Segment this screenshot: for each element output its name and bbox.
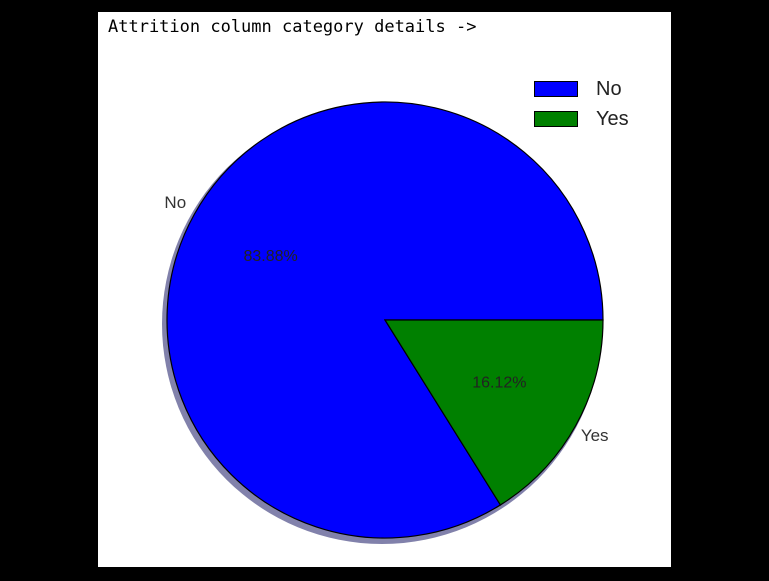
legend-label-no: No bbox=[596, 77, 622, 100]
slice-label-yes: Yes bbox=[581, 426, 609, 445]
slice-percent-yes: 16.12% bbox=[472, 375, 526, 392]
chart-figure: Attrition column category details -> No 8… bbox=[98, 12, 671, 567]
pie-labels: No 83.88% Yes 16.12% bbox=[164, 193, 608, 445]
pie-slices bbox=[166, 101, 604, 539]
pie-slice-yes bbox=[383, 319, 604, 506]
chart-legend: No Yes bbox=[534, 74, 629, 134]
legend-item-no: No bbox=[534, 74, 629, 104]
pie-chart: No 83.88% Yes 16.12% bbox=[162, 101, 609, 544]
legend-label-yes: Yes bbox=[596, 107, 629, 130]
legend-swatch-no bbox=[534, 81, 578, 97]
slice-percent-no: 83.88% bbox=[243, 248, 297, 265]
legend-swatch-yes bbox=[534, 111, 578, 127]
legend-item-yes: Yes bbox=[534, 104, 629, 134]
slice-label-no: No bbox=[164, 193, 186, 212]
chart-title: Attrition column category details -> bbox=[108, 17, 477, 37]
